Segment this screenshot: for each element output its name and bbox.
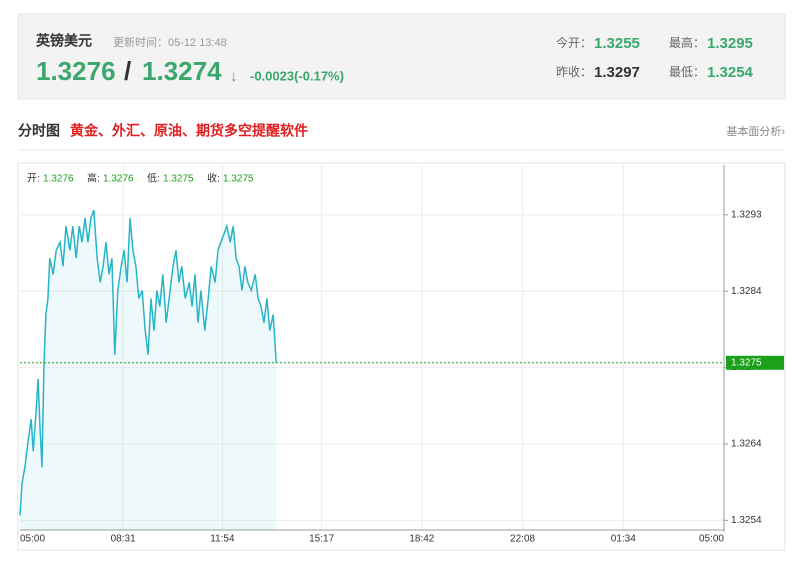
stat-value: 1.3295 [707, 35, 753, 52]
separator: / [124, 56, 131, 86]
down-arrow: ↓ [230, 68, 238, 85]
ohlc-label: 收: [207, 172, 220, 185]
stat-value: 1.3297 [594, 64, 640, 81]
symbol-name: 英镑美元 [35, 33, 92, 49]
y-tick-label: 1.3264 [731, 439, 762, 450]
ohlc-value: 1.3276 [43, 174, 74, 185]
x-tick-label: 05:00 [699, 534, 724, 545]
stat-label: 最低： [669, 65, 705, 79]
stat-label: 今开： [556, 35, 592, 50]
ohlc-label: 开: [27, 174, 40, 185]
update-time: 更新时间：05-12 13:48 [113, 35, 227, 49]
section-title: 分时图 [18, 123, 60, 139]
ask-price: 1.3274 [142, 56, 222, 86]
chart: 05:00 08:31 11:54 15:17 18:42 22:08 01:34 05:00… [19, 165, 784, 545]
bid-price: 1.3276 [36, 56, 116, 86]
current-price-label: 1.3275 [731, 357, 762, 368]
price-line [19, 209, 277, 516]
x-tick-label: 18:42 [409, 534, 434, 545]
stat-value: 1.3254 [707, 64, 754, 81]
stat-label: 最高： [669, 35, 705, 50]
ohlc-value: 1.3276 [103, 174, 134, 185]
x-tick-label: 22:08 [510, 534, 535, 545]
x-tick-label: 08:31 [111, 534, 136, 545]
quote-panel [17, 13, 786, 100]
y-tick-label: 1.3284 [731, 286, 762, 297]
y-tick-label: 1.3293 [731, 209, 762, 220]
ohlc-value: 1.3275 [223, 174, 254, 185]
ohlc-value: 1.3275 [163, 174, 194, 185]
current-price-tag [726, 355, 784, 370]
chart-frame [17, 162, 786, 551]
x-tick-label: 05:00 [20, 534, 45, 545]
ohlc-label: 高: [87, 172, 100, 185]
area-fill [20, 210, 277, 530]
price-change: -0.0023(-0.17%) [250, 68, 344, 83]
stat-value: 1.3255 [594, 35, 640, 52]
promo-link[interactable]: 黄金、外汇、原油、期货多空提醒软件 [70, 123, 308, 139]
x-tick-label: 11:54 [210, 534, 235, 545]
stat-label: 昨收： [556, 65, 592, 79]
x-tick-label: 01:34 [611, 534, 636, 545]
analysis-link[interactable]: 基本面分析› [726, 124, 785, 138]
x-tick-label: 15:17 [309, 534, 334, 545]
y-tick-label: 1.3254 [731, 515, 762, 526]
ohlc-label: 低: [147, 172, 160, 185]
